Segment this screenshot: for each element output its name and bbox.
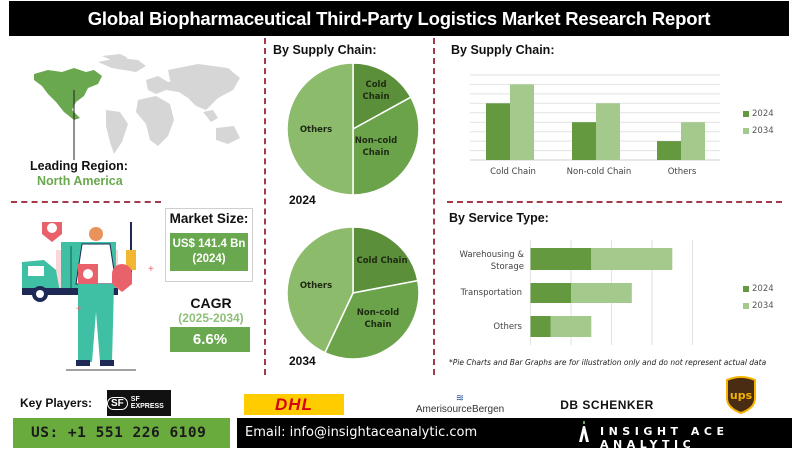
legend-swatch-icon bbox=[743, 128, 749, 134]
service-type-bar-chart bbox=[530, 240, 693, 345]
pie-2024-label-others: Others bbox=[299, 125, 333, 135]
amerisource-wave-icon: ≋ bbox=[455, 392, 465, 404]
market-size-amount: US$ 141.4 Bn bbox=[172, 238, 246, 250]
cagr-range: (2025-2034) bbox=[178, 311, 244, 325]
dhl-logo: DHL bbox=[244, 394, 344, 415]
amerisource-logo-text: AmerisourceBergen bbox=[415, 403, 505, 415]
supply-chain-bar-title: By Supply Chain: bbox=[451, 43, 555, 57]
world-map-icon bbox=[34, 54, 240, 160]
divider-horizontal-right bbox=[447, 201, 782, 203]
supply-chain-xtick-2: Others bbox=[667, 167, 697, 177]
sf-express-logo: SF SF EXPRESS bbox=[107, 390, 171, 416]
footer-brand: INSIGHT ACE ANALYTIC bbox=[600, 425, 729, 450]
footer-phone[interactable]: US: +1 551 226 6109 bbox=[13, 418, 230, 448]
pie-2034-label-cold: Cold Chain bbox=[356, 256, 408, 266]
pie-2034-label-others: Others bbox=[299, 281, 333, 291]
page-title: Global Biopharmaceutical Third-Party Log… bbox=[87, 7, 711, 29]
footer-bar bbox=[237, 418, 792, 448]
legend-label: 2024 bbox=[752, 109, 774, 119]
dhl-logo-text: DHL bbox=[275, 394, 313, 414]
market-size-card: Market Size: US$ 141.4 Bn (2024) bbox=[165, 208, 253, 282]
service-type-ytick-0: Warehousing & Storage bbox=[459, 250, 525, 272]
key-players-label: Key Players: bbox=[20, 396, 93, 410]
divider-horizontal-left bbox=[11, 201, 161, 203]
footer-email[interactable]: Email: info@insightaceanalytic.com bbox=[245, 425, 478, 440]
legend-label: 2034 bbox=[752, 301, 774, 311]
market-size-title: Market Size: bbox=[169, 211, 249, 226]
legend-label: 2024 bbox=[752, 284, 774, 294]
supply-chain-bar-chart bbox=[470, 74, 720, 161]
pie-2024-label-noncold: Non-cold Chain bbox=[354, 136, 398, 158]
svg-text:ups: ups bbox=[730, 389, 753, 402]
leading-region-label: Leading Region: bbox=[30, 159, 128, 173]
insight-ace-logo-icon bbox=[579, 421, 589, 442]
cagr-title: CAGR bbox=[190, 295, 232, 311]
pie-2034-year: 2034 bbox=[289, 354, 316, 368]
db-schenker-logo: DB SCHENKER bbox=[557, 396, 657, 414]
divider-vertical-right bbox=[433, 38, 435, 375]
ups-logo-icon: ups bbox=[726, 376, 756, 414]
pie-chart-2024 bbox=[287, 62, 419, 196]
service-type-ytick-2: Others bbox=[493, 322, 522, 332]
sf-logo-text: SF EXPRESS bbox=[130, 396, 164, 410]
supply-chain-xtick-0: Cold Chain bbox=[490, 167, 536, 177]
pie-chart-2034 bbox=[287, 226, 419, 360]
legend-label: 2034 bbox=[752, 126, 774, 136]
market-size-value: US$ 141.4 Bn (2024) bbox=[170, 233, 248, 271]
legend-swatch-icon bbox=[743, 303, 749, 309]
pie-2024-year: 2024 bbox=[289, 193, 316, 207]
service-type-bar-title: By Service Type: bbox=[449, 211, 549, 225]
legend-swatch-icon bbox=[743, 286, 749, 292]
svg-text:+: + bbox=[148, 264, 154, 275]
service-type-legend-2024: 2024 bbox=[743, 284, 774, 294]
db-schenker-logo-text: DB SCHENKER bbox=[560, 398, 654, 412]
title-bar: Global Biopharmaceutical Third-Party Log… bbox=[9, 1, 789, 36]
market-size-year: (2024) bbox=[192, 253, 226, 265]
legend-swatch-icon bbox=[743, 111, 749, 117]
supply-chain-legend-2024: 2024 bbox=[743, 109, 774, 119]
svg-text:+: + bbox=[76, 304, 82, 315]
delivery-person-illustration-icon: + + bbox=[22, 222, 154, 371]
pie-2024-label-cold: Cold Chain bbox=[362, 80, 390, 102]
sf-logo-icon: SF bbox=[107, 396, 128, 410]
divider-vertical-left bbox=[264, 38, 266, 375]
pie-2034-label-noncold: Non-cold Chain bbox=[356, 308, 400, 330]
supply-chain-xtick-1: Non-cold Chain bbox=[566, 167, 632, 177]
amerisourcebergen-logo: ≋ AmerisourceBergen bbox=[410, 390, 510, 418]
service-type-legend-2034: 2034 bbox=[743, 301, 774, 311]
cagr-value: 6.6% bbox=[170, 327, 250, 352]
service-type-ytick-1: Transportation bbox=[460, 288, 522, 298]
supply-chain-legend-2034: 2034 bbox=[743, 126, 774, 136]
disclaimer-note: *Pie Charts and Bar Graphs are for illus… bbox=[449, 358, 767, 367]
leading-region-value: North America bbox=[37, 174, 123, 188]
pie-section-title: By Supply Chain: bbox=[273, 43, 377, 57]
